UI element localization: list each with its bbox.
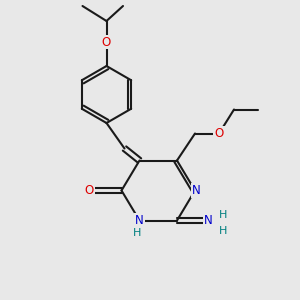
- Text: O: O: [214, 127, 224, 140]
- Text: O: O: [102, 35, 111, 49]
- Text: O: O: [85, 184, 94, 197]
- Text: H: H: [219, 210, 228, 220]
- Text: N: N: [192, 184, 201, 197]
- Text: H: H: [133, 228, 141, 238]
- Text: N: N: [204, 214, 213, 227]
- Text: N: N: [135, 214, 144, 227]
- Text: H: H: [219, 226, 228, 236]
